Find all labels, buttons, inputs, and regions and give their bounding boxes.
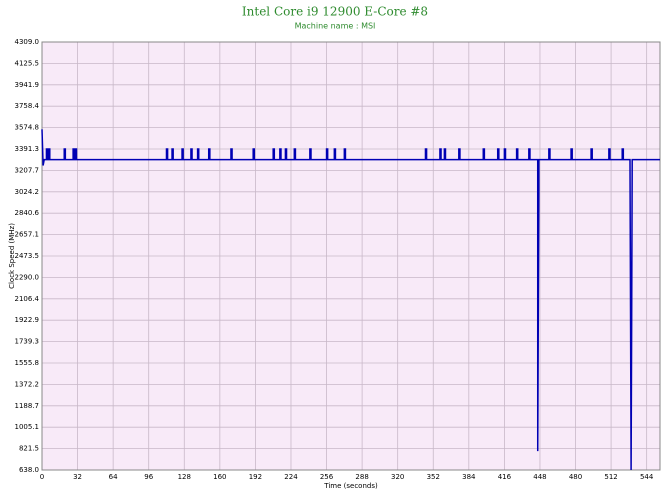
- y-tick-label: 1005.1: [15, 423, 40, 431]
- y-tick-label: 2106.4: [15, 295, 40, 303]
- x-tick-label: 416: [498, 473, 512, 481]
- y-tick-label: 638.0: [19, 466, 39, 474]
- y-tick-label: 1555.8: [15, 359, 40, 367]
- y-tick-label: 1372.2: [15, 380, 40, 388]
- y-tick-label: 3574.8: [15, 124, 40, 132]
- y-tick-label: 2840.6: [15, 209, 40, 217]
- x-tick-label: 448: [533, 473, 546, 481]
- x-tick-label: 128: [178, 473, 191, 481]
- x-tick-label: 160: [213, 473, 226, 481]
- y-tick-label: 3391.3: [15, 145, 40, 153]
- x-tick-label: 224: [284, 473, 298, 481]
- x-tick-label: 288: [355, 473, 368, 481]
- x-tick-label: 512: [604, 473, 617, 481]
- y-tick-label: 2290.0: [15, 273, 40, 281]
- y-tick-label: 3941.9: [15, 81, 40, 89]
- x-tick-label: 256: [320, 473, 334, 481]
- x-tick-label: 96: [144, 473, 153, 481]
- y-tick-label: 1922.9: [15, 316, 40, 324]
- y-tick-label: 3024.2: [15, 188, 40, 196]
- x-tick-label: 0: [40, 473, 44, 481]
- x-tick-label: 192: [249, 473, 262, 481]
- chart-title: Intel Core i9 12900 E-Core #8: [242, 5, 428, 19]
- x-tick-label: 384: [462, 473, 476, 481]
- y-tick-label: 2657.1: [15, 231, 40, 239]
- y-tick-label: 3758.4: [15, 102, 40, 110]
- x-tick-label: 352: [427, 473, 440, 481]
- x-axis-label: Time (seconds): [323, 482, 378, 490]
- chart-subtitle: Machine name : MSI: [295, 22, 376, 31]
- x-tick-label: 480: [569, 473, 582, 481]
- data-line: [41, 129, 660, 471]
- y-axis-label: Clock Speed (MHz): [8, 223, 16, 289]
- plot-border: [41, 41, 661, 471]
- x-tick-label: 64: [109, 473, 118, 481]
- y-tick-label: 1188.7: [15, 402, 40, 410]
- y-tick-label: 821.5: [19, 445, 39, 453]
- y-tick-label: 1739.3: [15, 338, 40, 346]
- y-tick-label: 2473.5: [15, 252, 40, 260]
- x-tick-label: 32: [73, 473, 82, 481]
- y-tick-label: 4309.0: [15, 38, 40, 46]
- x-tick-label: 320: [391, 473, 404, 481]
- y-tick-label: 4125.5: [15, 59, 40, 67]
- y-tick-label: 3207.7: [15, 166, 40, 174]
- x-tick-label: 544: [640, 473, 654, 481]
